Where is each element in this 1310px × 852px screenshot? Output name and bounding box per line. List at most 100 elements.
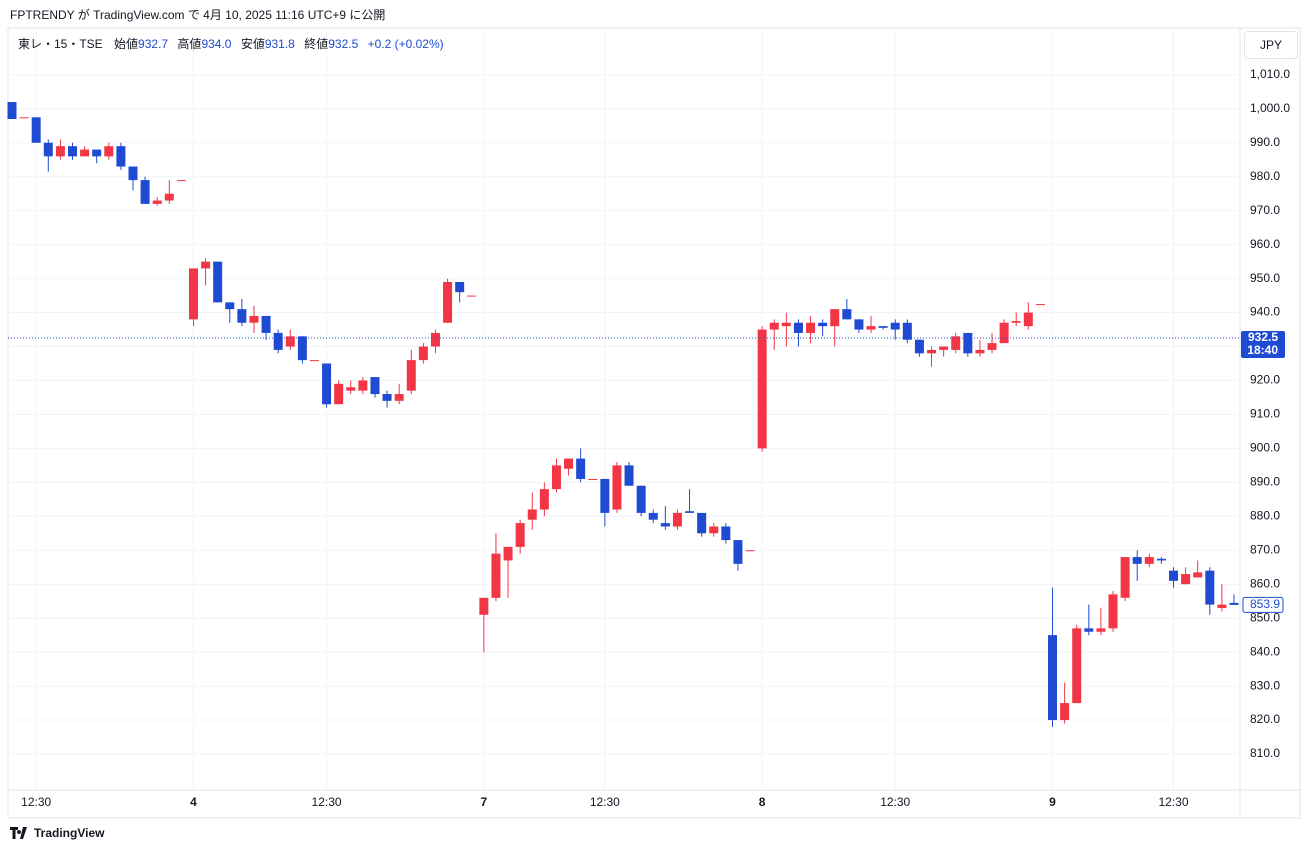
candle-body	[721, 526, 731, 541]
candle-body	[1144, 557, 1154, 564]
candle-body	[31, 117, 41, 143]
candle-body	[612, 465, 622, 510]
candle-body	[842, 309, 852, 320]
candle-body	[1084, 628, 1094, 632]
candle-body	[600, 478, 610, 513]
change-value: +0.2 (+0.02%)	[367, 37, 444, 51]
candle-body	[334, 383, 344, 405]
candle-body	[491, 553, 501, 598]
candle-body	[624, 465, 634, 486]
candle-body	[43, 142, 53, 157]
candle-body	[672, 512, 682, 527]
countdown-label: 18:40	[1247, 343, 1278, 357]
candle-body	[999, 322, 1009, 344]
candle-body	[285, 336, 295, 347]
low-value: 931.8	[264, 37, 295, 51]
candle-body	[322, 363, 332, 405]
candle-body	[19, 117, 29, 119]
candle-body	[1229, 602, 1239, 605]
candle-body	[818, 322, 828, 327]
candle-body	[576, 458, 586, 479]
candle-body	[757, 329, 767, 449]
candle-body	[890, 322, 900, 330]
low-label: 安値	[240, 37, 265, 51]
candle-body	[781, 322, 791, 327]
close-label: 終値	[304, 37, 329, 51]
candle-body	[527, 509, 537, 520]
x-tick-label: 12:30	[880, 795, 910, 809]
y-tick-label: 1,000.0	[1250, 101, 1290, 115]
candle-body	[1132, 557, 1142, 564]
candle-body	[55, 146, 65, 157]
y-tick-label: 810.0	[1250, 746, 1280, 760]
y-tick-label: 1,010.0	[1250, 67, 1290, 81]
candle-body	[104, 146, 114, 157]
x-tick-label: 4	[190, 795, 197, 809]
candle-body	[140, 180, 150, 204]
candle-body	[297, 336, 307, 361]
candle-body	[479, 597, 489, 615]
candle-body	[382, 394, 392, 401]
y-tick-label: 850.0	[1250, 610, 1280, 624]
y-tick-label: 870.0	[1250, 542, 1280, 556]
y-tick-label: 910.0	[1250, 407, 1280, 421]
candle-body	[80, 149, 90, 157]
candle-body	[116, 146, 126, 167]
candle-body	[987, 343, 997, 350]
candle-body	[975, 349, 985, 354]
candle-body	[443, 282, 453, 323]
candle-body	[866, 326, 876, 330]
candle-body	[902, 322, 912, 340]
price-line-label: 932.5	[1248, 330, 1278, 344]
candle-body	[455, 282, 465, 293]
candle-body	[709, 526, 719, 534]
candle-body	[225, 302, 235, 310]
x-tick-label: 12:30	[590, 795, 620, 809]
candle-body	[648, 512, 658, 520]
high-label: 高値	[177, 37, 202, 51]
symbol: 東レ・15・TSE	[18, 37, 103, 51]
candle-body	[1120, 557, 1130, 598]
candle-body	[914, 339, 924, 354]
candle-body	[418, 346, 428, 361]
y-tick-label: 940.0	[1250, 305, 1280, 319]
candle-body	[588, 478, 598, 480]
currency-button[interactable]: JPY	[1244, 31, 1298, 59]
y-tick-label: 980.0	[1250, 169, 1280, 183]
candle-body	[1156, 558, 1166, 561]
candle-body	[854, 319, 864, 330]
footer: TradingView	[10, 826, 104, 840]
candle-body	[237, 309, 247, 323]
candle-body	[370, 377, 380, 395]
candle-body	[951, 336, 961, 350]
y-tick-label: 840.0	[1250, 644, 1280, 658]
brand-name: TradingView	[34, 826, 105, 840]
price-line-box	[1241, 331, 1285, 359]
candle-body	[346, 387, 356, 391]
candle-body	[1181, 574, 1191, 585]
y-tick-label: 820.0	[1250, 712, 1280, 726]
candle-body	[1096, 628, 1106, 632]
candle-body	[1023, 312, 1033, 327]
candle-body	[188, 268, 198, 320]
candle-body	[939, 346, 949, 350]
candle-body	[394, 394, 404, 401]
brand-logo	[10, 827, 27, 839]
candle-body	[261, 315, 271, 333]
candle-body	[733, 540, 743, 564]
candle-body	[830, 309, 840, 327]
open-label: 始値	[114, 37, 139, 51]
candle-body	[1217, 604, 1227, 608]
x-tick-label: 8	[759, 795, 766, 809]
candle-body	[1169, 570, 1179, 581]
candle-body	[1060, 703, 1070, 721]
y-tick-label: 960.0	[1250, 237, 1280, 251]
candle-body	[7, 102, 17, 120]
y-tick-label: 880.0	[1250, 508, 1280, 522]
candle-body	[539, 489, 549, 510]
x-tick-label: 12:30	[21, 795, 51, 809]
candle-body	[564, 458, 574, 469]
legend-header: 東レ・15・TSE 始値932.7 高値934.0 安値931.8 終値932.…	[18, 35, 450, 52]
